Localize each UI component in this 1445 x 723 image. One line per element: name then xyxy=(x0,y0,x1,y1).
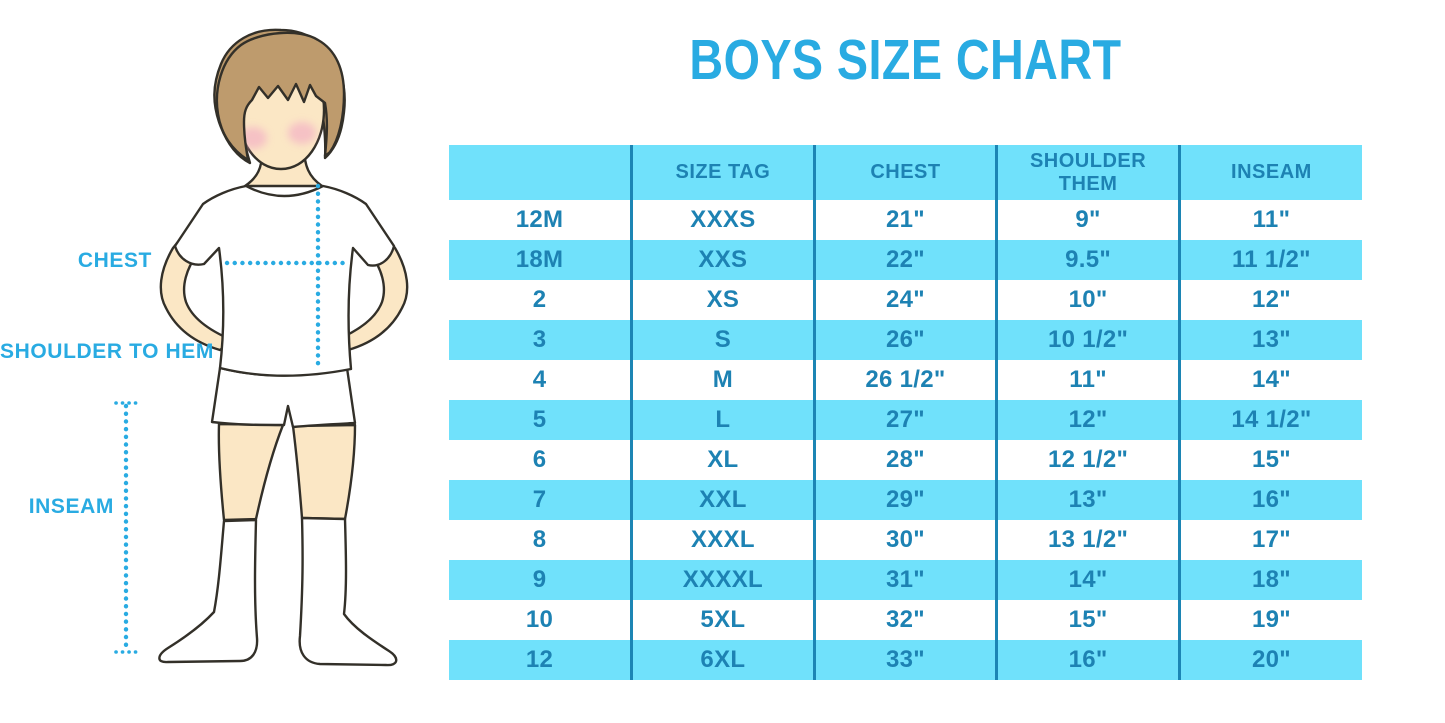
table-cell: 9" xyxy=(995,200,1180,240)
header-row: SIZE TAG CHEST SHOULDER THEM INSEAM xyxy=(449,145,1362,200)
table-cell: 15" xyxy=(1177,440,1362,480)
table-cell: 18M xyxy=(449,240,632,280)
table-row: 2 XS 24" 10" 12" xyxy=(449,280,1362,320)
table-cell: XXXL xyxy=(630,520,815,560)
table-cell: 12" xyxy=(1177,280,1362,320)
table-cell: S xyxy=(630,320,815,360)
table-cell: 3 xyxy=(449,320,632,360)
size-table: SIZE TAG CHEST SHOULDER THEM INSEAM 12M XXXS… xyxy=(449,145,1362,680)
table-cell: 5 xyxy=(449,400,632,440)
table-cell: 21" xyxy=(812,200,997,240)
table-cell: 12M xyxy=(515,206,564,233)
table-cell: 11" xyxy=(995,360,1180,400)
table-row: 12 6XL 33" 16" 20" xyxy=(449,640,1362,680)
table-cell: 32" xyxy=(812,600,997,640)
table-cell: 2 xyxy=(532,286,547,313)
table-cell: 22" xyxy=(812,240,997,280)
table-cell: 10" xyxy=(995,280,1180,320)
table-cell: 30" xyxy=(812,520,997,560)
table-row: 3 S 26" 10 1/2" 13" xyxy=(449,320,1362,360)
table-row: 10 5XL 32" 15" 19" xyxy=(449,600,1362,640)
table-row: 12M XXXS 21" 9" 11" xyxy=(449,200,1362,240)
table-cell: 6XL xyxy=(630,640,815,680)
table-cell: 9 xyxy=(449,560,632,600)
boy-hair-fringe xyxy=(215,31,346,162)
table-cell: XXS xyxy=(630,240,815,280)
table-cell: 26" xyxy=(812,320,997,360)
size-table-header: SIZE TAG CHEST SHOULDER THEM INSEAM xyxy=(449,145,1362,200)
table-cell: 29" xyxy=(812,480,997,520)
table-cell: 8 xyxy=(532,526,547,553)
table-cell: 16" xyxy=(1177,480,1362,520)
table-row: 6 XL 28" 12 1/2" 15" xyxy=(449,440,1362,480)
boy-right-sock xyxy=(298,516,398,667)
table-cell: 10 xyxy=(525,606,554,633)
table-row: 4 M 26 1/2" 11" 14" xyxy=(449,360,1362,400)
table-row: 8 XXXL 30" 13 1/2" 17" xyxy=(449,520,1362,560)
table-cell: 31" xyxy=(812,560,997,600)
page-title-text: BOYS SIZE CHART xyxy=(689,28,1122,92)
table-cell: 5XL xyxy=(630,600,815,640)
boy-right-cheek xyxy=(288,122,316,144)
table-cell: 12 xyxy=(449,640,632,680)
boy-right-leg xyxy=(291,423,357,521)
table-cell: 10 1/2" xyxy=(995,320,1180,360)
column-header: SHOULDER THEM xyxy=(995,145,1180,200)
table-cell: L xyxy=(630,400,815,440)
page-title: BOYS SIZE CHART xyxy=(449,30,1362,90)
table-cell: 13 1/2" xyxy=(995,520,1180,560)
table-row: 18M XXS 22" 9.5" 11 1/2" xyxy=(449,240,1362,280)
table-cell: 26 1/2" xyxy=(812,360,997,400)
column-header: SIZE TAG xyxy=(630,145,815,200)
table-cell: 17" xyxy=(1177,520,1362,560)
table-cell: 11 1/2" xyxy=(1177,240,1362,280)
table-cell: 14 1/2" xyxy=(1177,400,1362,440)
boy-illustration xyxy=(114,28,409,667)
table-cell: 7 xyxy=(449,480,632,520)
boy-tshirt xyxy=(173,184,396,377)
table-cell: 4 xyxy=(532,366,547,393)
table-cell: 18" xyxy=(1177,560,1362,600)
table-cell: 33" xyxy=(812,640,997,680)
table-cell: 15" xyxy=(995,600,1180,640)
table-cell: XL xyxy=(630,440,815,480)
table-cell: 20" xyxy=(1177,640,1362,680)
table-cell: 13" xyxy=(995,480,1180,520)
table-cell: 19" xyxy=(1177,600,1362,640)
boy-measurement-figure: CHEST SHOULDER TO HEM INSEAM xyxy=(0,0,450,723)
table-cell: 27" xyxy=(812,400,997,440)
column-header: INSEAM xyxy=(1177,145,1362,200)
boy-left-leg xyxy=(217,422,285,522)
shoulder-to-hem-measurement-label: SHOULDER TO HEM xyxy=(0,340,214,363)
table-row: 5 L 27" 12" 14 1/2" xyxy=(449,400,1362,440)
table-cell: XXL xyxy=(630,480,815,520)
inseam-measurement-label: INSEAM xyxy=(28,495,114,518)
size-column-header xyxy=(449,145,632,200)
column-header: CHEST xyxy=(812,145,997,200)
table-cell: 16" xyxy=(995,640,1180,680)
table-cell: 6 xyxy=(532,446,547,473)
table-cell: 14" xyxy=(995,560,1180,600)
table-cell: 9.5" xyxy=(995,240,1180,280)
table-cell: 12 1/2" xyxy=(995,440,1180,480)
table-cell: 11" xyxy=(1177,200,1362,240)
table-cell: 12" xyxy=(995,400,1180,440)
boy-shorts xyxy=(210,366,357,429)
size-table-body: 12M XXXS 21" 9" 11" 18M XXS 22" 9.5" 11 1/2" 2 XS 24… xyxy=(449,200,1362,680)
table-row: 7 XXL 29" 13" 16" xyxy=(449,480,1362,520)
table-cell: 13" xyxy=(1177,320,1362,360)
boy-left-sock xyxy=(158,518,259,664)
table-cell: 24" xyxy=(812,280,997,320)
table-cell: M xyxy=(630,360,815,400)
table-cell: XXXXL xyxy=(630,560,815,600)
chest-measurement-label: CHEST xyxy=(77,249,152,272)
table-cell: XS xyxy=(630,280,815,320)
table-row: 9 XXXXL 31" 14" 18" xyxy=(449,560,1362,600)
table-cell: 28" xyxy=(812,440,997,480)
table-cell: XXXS xyxy=(630,200,815,240)
table-cell: 14" xyxy=(1177,360,1362,400)
